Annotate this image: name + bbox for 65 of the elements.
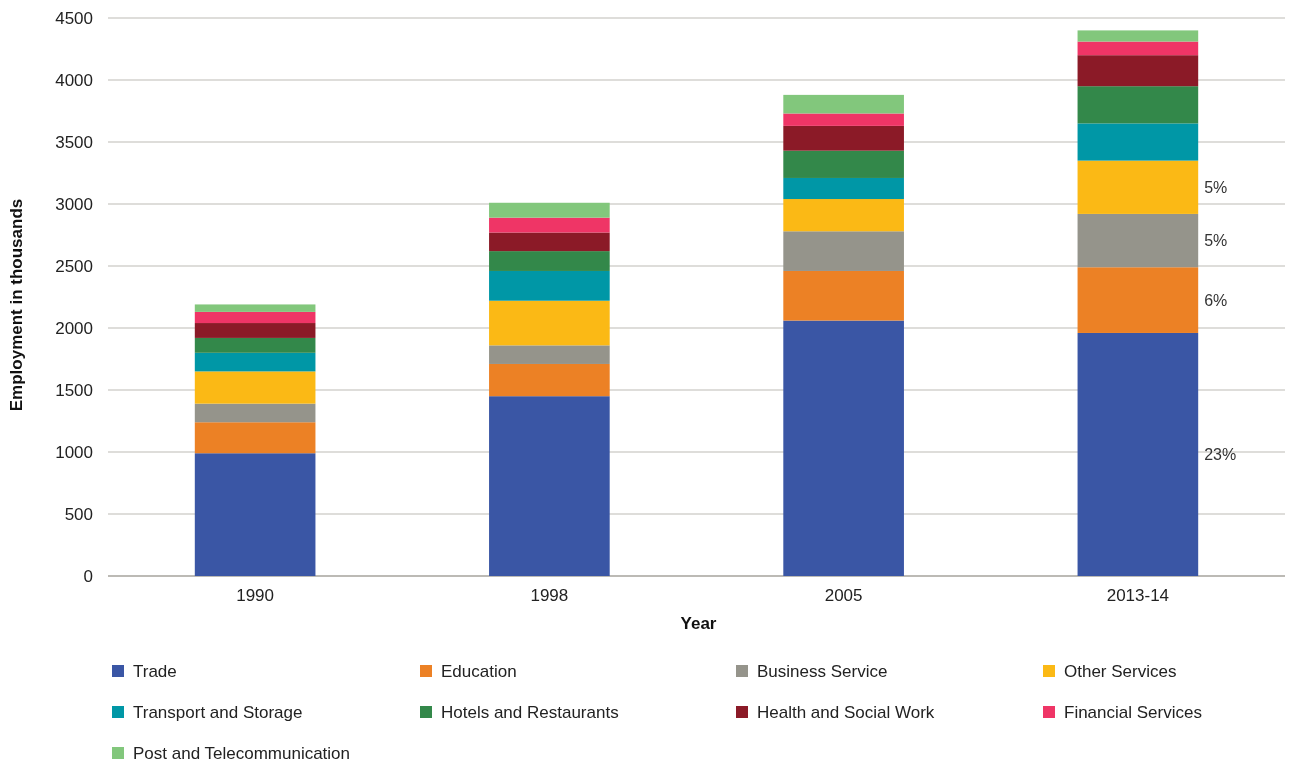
y-tick-label: 2500 xyxy=(55,256,93,276)
bar xyxy=(783,113,904,126)
y-axis-title: Employment in thousands xyxy=(7,198,26,412)
bar xyxy=(783,177,904,200)
legend-label: Post and Telecommunication xyxy=(133,743,351,763)
y-tick-label: 2000 xyxy=(55,318,93,338)
annotation: 23% xyxy=(1204,445,1237,463)
x-tick-label: 1998 xyxy=(530,586,569,605)
y-tick-label: 4000 xyxy=(55,70,93,90)
bar xyxy=(194,337,316,353)
bar xyxy=(194,311,316,324)
bar xyxy=(489,300,610,346)
y-tick-label: 500 xyxy=(64,504,93,524)
bar xyxy=(1077,213,1199,268)
y-tick-label: 3000 xyxy=(55,194,93,214)
legend-label: Financial Services xyxy=(1064,702,1202,722)
annotation: 5% xyxy=(1204,232,1228,250)
y-tick-label: 1500 xyxy=(55,380,93,400)
legend-label: Business Service xyxy=(757,661,888,681)
bar xyxy=(194,304,316,312)
bar xyxy=(783,94,904,114)
y-tick-label: 3500 xyxy=(55,132,93,152)
y-tick-label: 4500 xyxy=(55,8,93,28)
annotation: 5% xyxy=(1204,178,1228,196)
bar xyxy=(1077,30,1199,42)
bar xyxy=(489,251,610,271)
bar xyxy=(783,150,904,178)
x-tick-label: 2013-14 xyxy=(1106,586,1170,605)
x-tick-label: 1990 xyxy=(236,586,275,605)
bar xyxy=(489,202,610,218)
bar xyxy=(1077,160,1199,214)
bar xyxy=(1077,86,1199,124)
bar xyxy=(783,231,904,271)
bar xyxy=(194,371,316,404)
x-tick-label: 2005 xyxy=(824,586,863,605)
bar xyxy=(783,270,904,321)
bar xyxy=(783,125,904,151)
legend-label: Trade xyxy=(133,661,177,681)
x-axis-title: Year xyxy=(680,614,717,633)
bar xyxy=(1077,332,1199,576)
bar xyxy=(489,217,610,233)
bar xyxy=(783,199,904,232)
bar xyxy=(194,422,316,454)
legend-label: Health and Social Work xyxy=(757,702,935,722)
y-tick-label: 1000 xyxy=(55,442,93,462)
annotation: 6% xyxy=(1204,291,1228,309)
bar xyxy=(1077,41,1199,56)
bar xyxy=(783,320,904,576)
bar xyxy=(489,363,610,397)
bar xyxy=(194,403,316,423)
bar xyxy=(489,396,610,576)
bar xyxy=(194,323,316,338)
bar xyxy=(194,352,316,372)
bar xyxy=(1077,123,1199,161)
legend-label: Transport and Storage xyxy=(133,702,303,722)
bar xyxy=(489,345,610,364)
bar xyxy=(194,453,316,576)
bar xyxy=(1077,267,1199,333)
bar xyxy=(1077,55,1199,87)
y-tick-label: 0 xyxy=(83,566,93,586)
legend-label: Other Services xyxy=(1064,661,1177,681)
bar xyxy=(489,270,610,301)
legend-label: Education xyxy=(441,661,517,681)
bar xyxy=(489,232,610,252)
legend-label: Hotels and Restaurants xyxy=(441,702,619,722)
